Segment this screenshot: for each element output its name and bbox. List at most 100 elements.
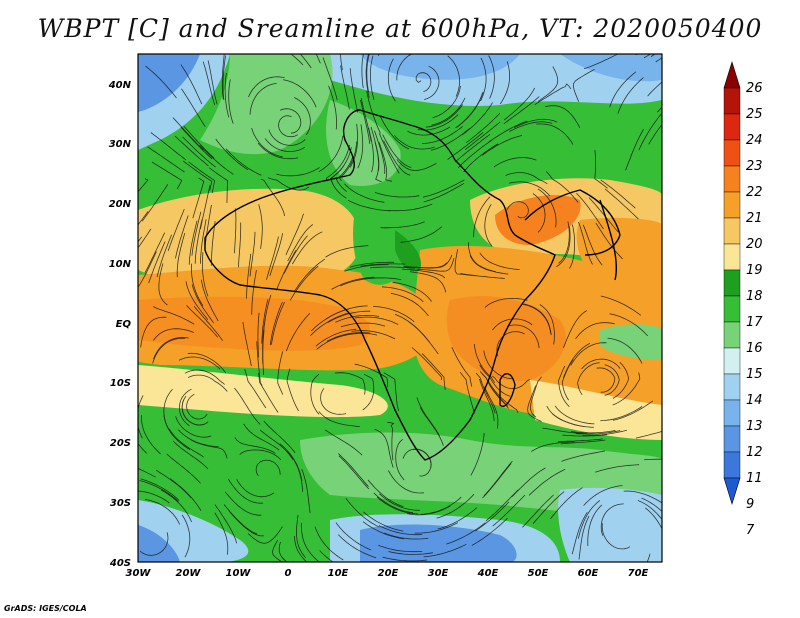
streamline [138,251,157,288]
streamline [588,197,619,233]
streamline [557,438,603,443]
colorbar-label: 12 [746,445,763,460]
streamline [167,208,185,252]
streamline [153,306,195,325]
colorbar-swatch [723,87,741,115]
streamline [461,102,493,136]
streamline [537,66,559,102]
streamline [191,284,215,324]
colorbar-label: 16 [746,341,763,356]
streamline [483,460,513,496]
streamline [327,310,371,324]
streamline [635,431,662,439]
streamline [563,310,588,348]
streamline [484,386,499,429]
streamline [401,268,446,279]
streamline [374,130,386,174]
colorbar-label: 15 [746,367,763,382]
streamlines [138,54,662,562]
streamline [331,276,375,290]
streamline [300,522,320,562]
lat-tick-label: 30N [109,139,132,150]
streamline [387,58,396,102]
streamline [269,301,283,346]
streamline [138,442,148,454]
streamline [324,429,363,456]
lon-tick-label: 60E [578,568,599,579]
streamline [228,79,234,124]
streamline [238,222,242,268]
streamline [646,553,651,562]
streamline [292,560,294,562]
colorbar-label: 7 [746,523,755,538]
streamline [612,372,641,406]
streamline [138,467,156,478]
streamline [325,145,350,182]
streamline [532,193,546,233]
streamline [506,201,529,219]
streamline [261,299,269,344]
streamline [414,522,458,534]
streamline [545,171,579,203]
streamline [466,112,501,144]
colorbar-label: 22 [746,185,763,200]
streamline [260,178,285,217]
streamline [396,159,437,171]
streamline [239,449,282,460]
streamline [183,125,215,159]
streamline [349,68,358,113]
streamline [473,196,491,238]
streamline [378,525,423,536]
streamline [577,362,600,396]
streamline [168,428,204,458]
streamline [379,493,420,511]
streamline [360,263,406,267]
streamline [380,221,425,229]
streamline [283,235,308,274]
streamline [202,61,216,106]
colorbar-label: 20 [746,237,763,252]
streamline [139,532,169,556]
streamline [172,117,204,151]
streamline [283,79,317,108]
streamline [388,551,433,555]
streamline [242,322,252,367]
streamline [600,179,636,209]
streamline [185,281,209,320]
streamline [357,124,364,169]
streamline [479,371,509,407]
streamline [140,478,180,501]
streamline [145,65,177,99]
streamline [395,438,405,481]
streamline [384,532,429,540]
colorbar-label: 18 [746,289,763,304]
streamline [166,453,201,484]
streamline [459,371,475,415]
streamline [144,232,166,274]
streamline [595,464,640,473]
streamline [360,99,371,144]
streamline [221,54,225,100]
streamline [189,438,228,459]
streamline [158,263,168,306]
streamline [528,468,566,496]
colorbar-label: 21 [746,211,763,226]
streamline [650,54,657,57]
streamline [647,81,662,97]
streamline [503,87,536,121]
streamline [257,312,260,358]
streamline [256,341,263,386]
streamline [178,356,221,370]
streamline [373,492,414,514]
streamline [294,97,311,136]
streamline [370,126,380,171]
streamline [333,332,378,340]
streamline [188,220,198,265]
streamline [140,316,167,348]
streamline [407,505,451,516]
streamline [150,132,187,161]
streamline [251,127,283,158]
streamline [609,71,637,108]
streamline [147,146,185,173]
streamline [249,83,277,115]
